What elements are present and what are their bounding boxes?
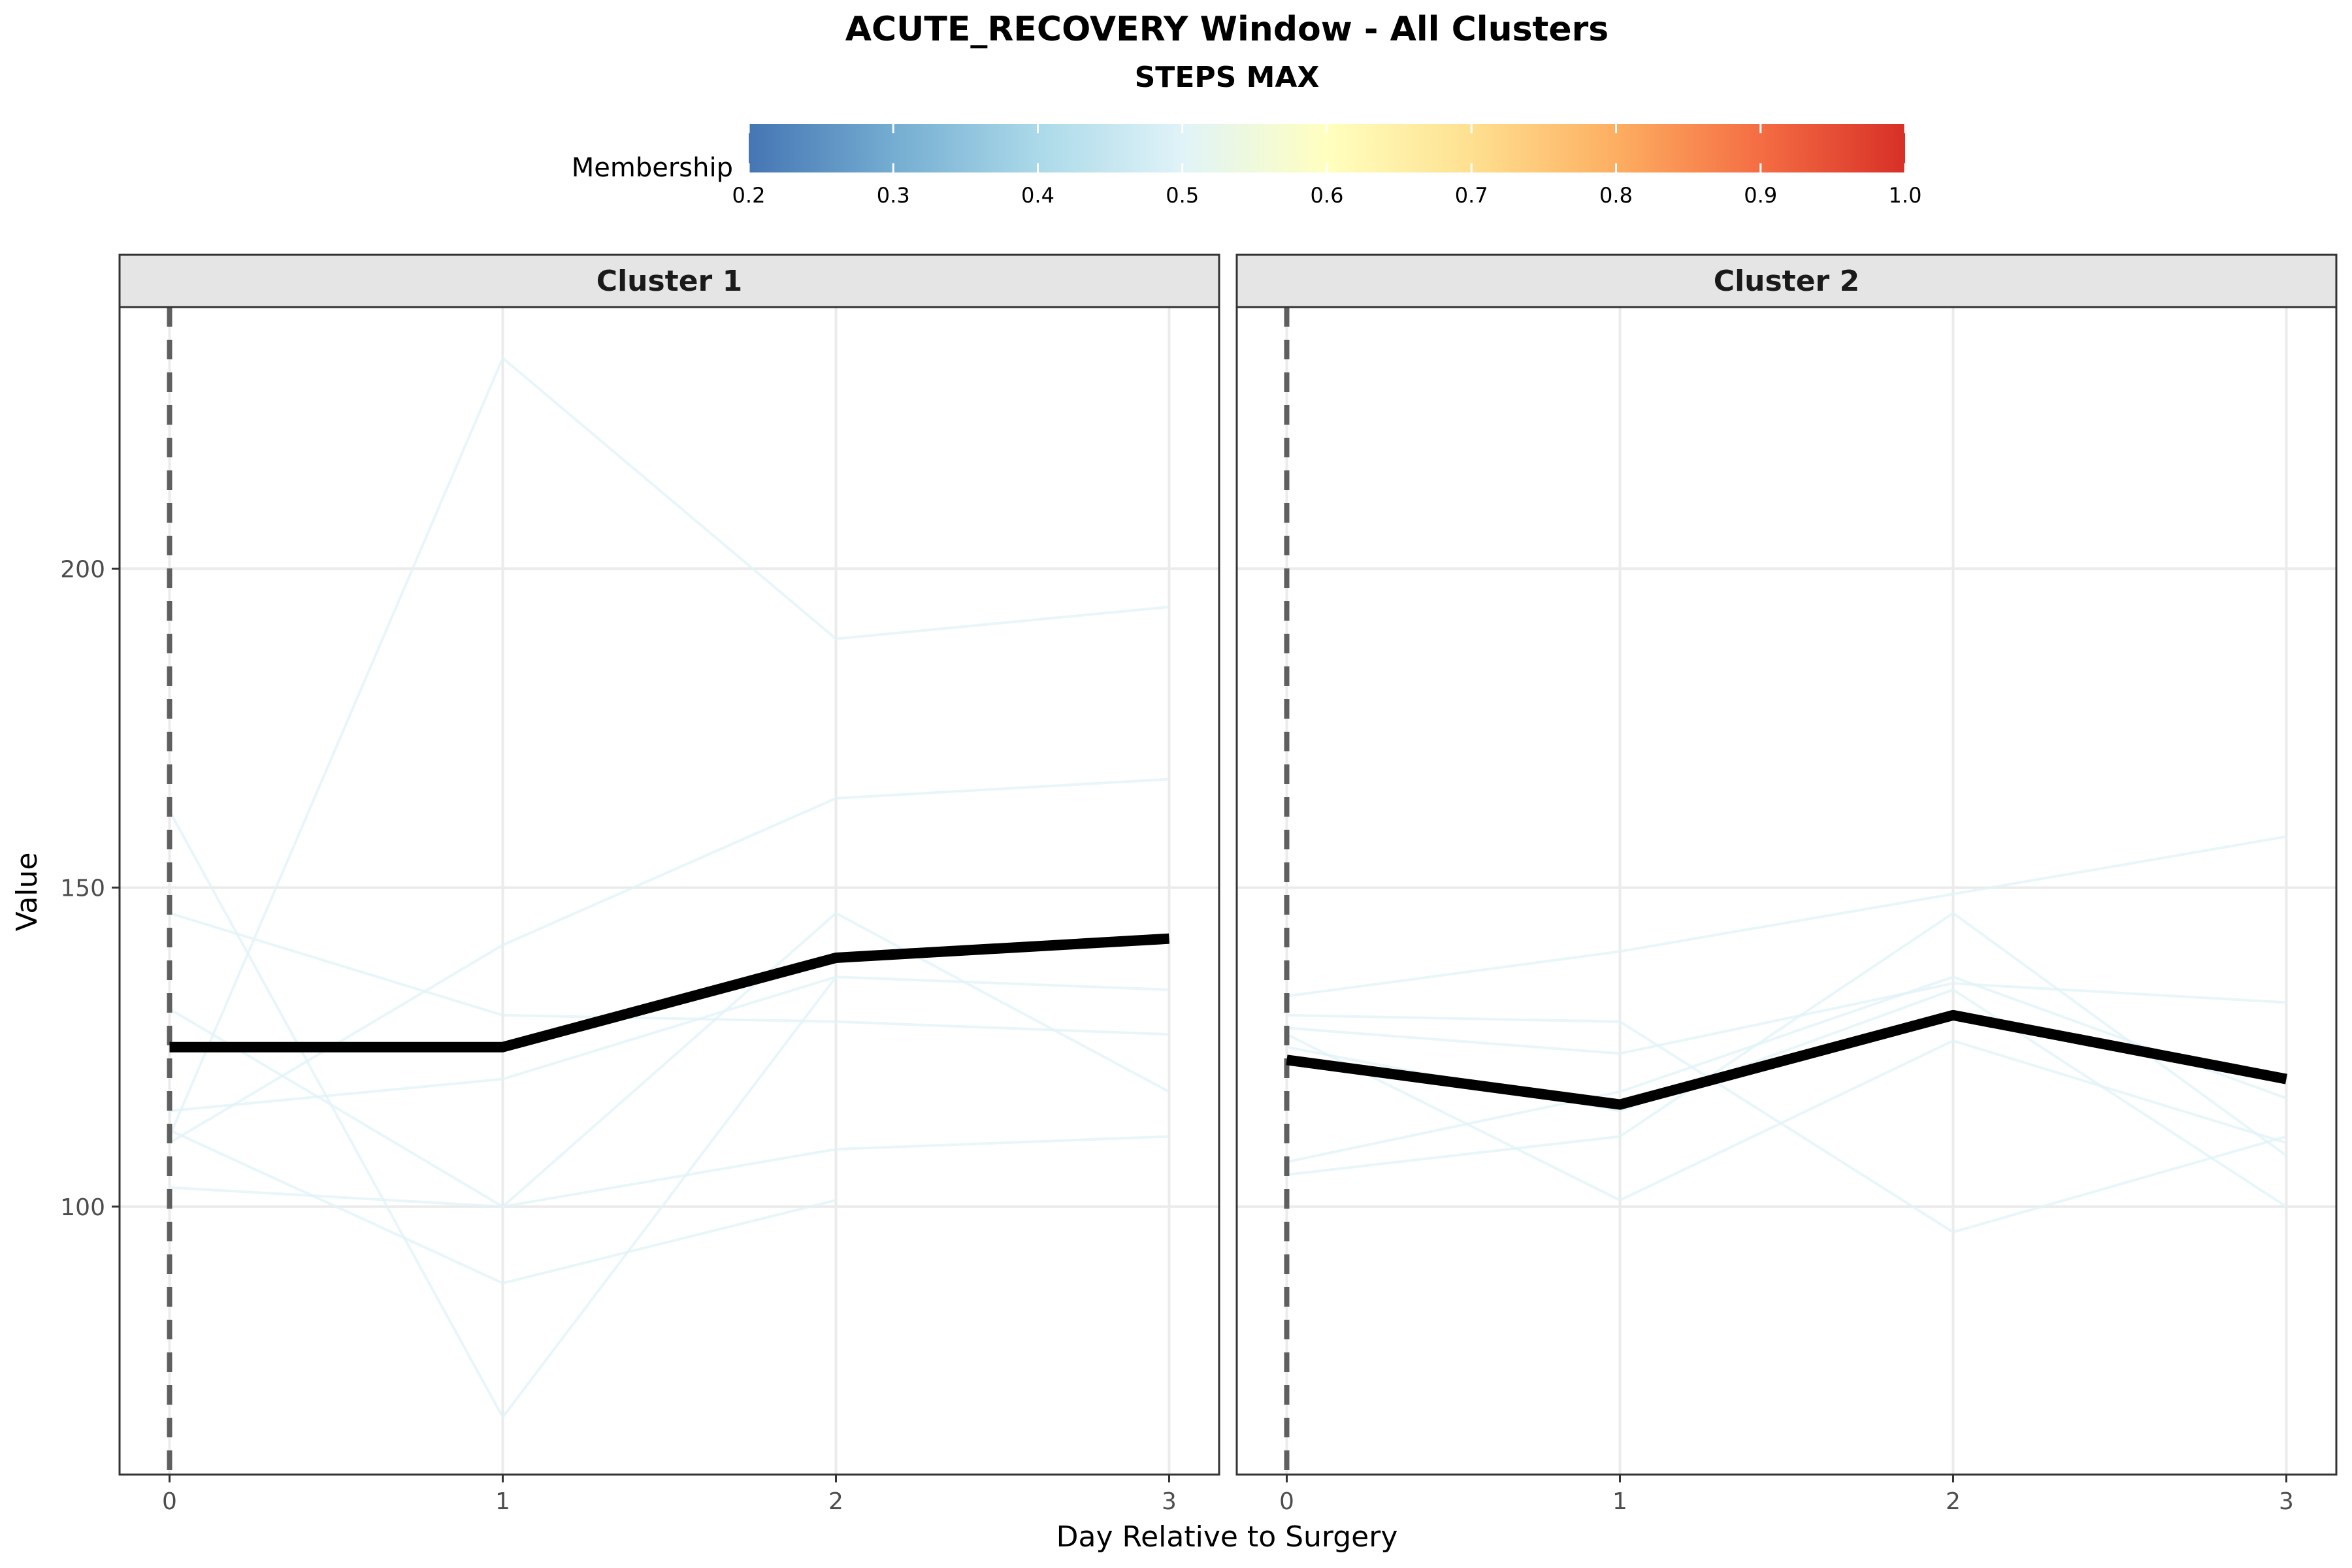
trajectory-line xyxy=(1286,975,2287,1164)
panel-cluster-1: Cluster 1 0 1 2 3 100 150 200 xyxy=(60,253,1220,1515)
trajectory-line xyxy=(1286,1033,2287,1202)
membership-legend: Membership 0.2 0.3 0.4 0.5 0.6 0.7 0.8 0.9 1.0 xyxy=(572,124,1922,208)
facet-strip-label: Cluster 2 xyxy=(1714,265,1859,298)
chart-subtitle: STEPS MAX xyxy=(1135,61,1320,94)
trajectory-line xyxy=(1286,1013,2287,1234)
facet-panels: Cluster 1 0 1 2 3 100 150 200 Cluster 2 0 1 2 3 xyxy=(60,253,2338,1515)
trajectory-line xyxy=(1286,911,2287,1176)
legend-tick-label: 0.7 xyxy=(1455,183,1488,208)
x-tick-label: 3 xyxy=(2279,1488,2294,1515)
y-tick-label: 150 xyxy=(60,875,105,902)
trajectory-line xyxy=(169,911,1170,1209)
facet-strip xyxy=(118,253,1220,308)
trajectory-line xyxy=(169,911,1169,1036)
legend-tick-label: 0.9 xyxy=(1744,183,1777,208)
trajectory-line xyxy=(1286,835,2287,998)
centroid-line xyxy=(1286,1009,2288,1110)
legend-title: Membership xyxy=(572,153,733,183)
panel-cluster-2: Cluster 2 0 1 2 3 xyxy=(1235,253,2338,1515)
y-tick-label: 200 xyxy=(60,556,105,583)
y-axis-label: Value xyxy=(10,853,44,932)
legend-tick-label: 0.4 xyxy=(1021,183,1054,208)
x-tick-label: 0 xyxy=(162,1488,177,1515)
legend-tick-label: 0.2 xyxy=(732,183,766,208)
trajectory-line xyxy=(168,355,1169,1137)
x-tick-label: 0 xyxy=(1279,1488,1294,1515)
y-tick-label: 100 xyxy=(60,1194,105,1221)
panel-border xyxy=(1235,306,2338,1476)
facet-strip xyxy=(1235,253,2338,308)
legend-tick-label: 0.8 xyxy=(1599,183,1633,208)
legend-tick-label: 1.0 xyxy=(1889,183,1922,208)
legend-tick-label: 0.5 xyxy=(1166,183,1199,208)
trajectory-line xyxy=(1286,982,2287,1055)
trajectory-line xyxy=(169,1135,1169,1208)
x-tick-label: 2 xyxy=(828,1488,843,1515)
trajectory-line xyxy=(169,1128,836,1285)
facet-strip-label: Cluster 1 xyxy=(596,265,742,298)
panel-background xyxy=(1237,307,2336,1475)
panel-border xyxy=(118,306,1220,1476)
x-tick-label: 1 xyxy=(1612,1488,1627,1515)
legend-tick-label: 0.6 xyxy=(1311,183,1344,208)
centroid-line xyxy=(169,933,1169,1053)
x-tick-label: 1 xyxy=(495,1488,510,1515)
legend-tick-label: 0.3 xyxy=(877,183,910,208)
x-tick-label: 3 xyxy=(1162,1488,1177,1515)
x-axis-label: Day Relative to Surgery xyxy=(1056,1520,1398,1554)
panel-background xyxy=(120,307,1219,1475)
chart-title: ACUTE_RECOVERY Window - All Clusters xyxy=(845,10,1609,49)
trajectory-line xyxy=(168,810,838,1420)
trajectory-line xyxy=(169,975,1169,1113)
x-tick-label: 2 xyxy=(1946,1488,1961,1515)
